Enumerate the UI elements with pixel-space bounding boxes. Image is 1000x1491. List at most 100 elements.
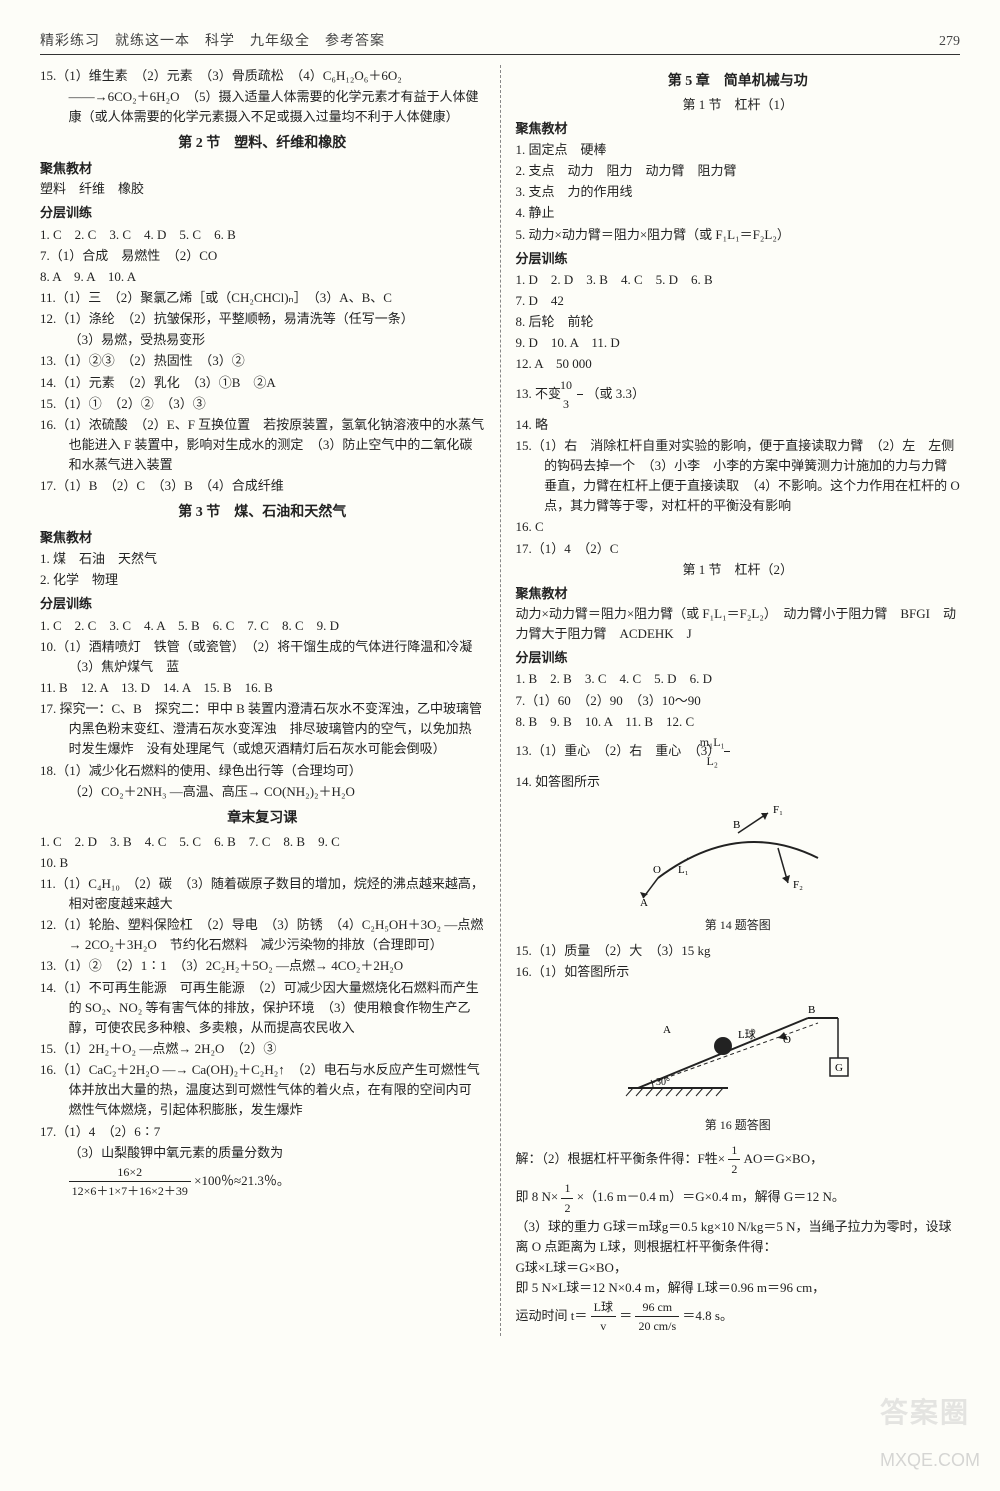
layer-hd-r: 分层训练 (516, 249, 961, 269)
p14: 14. 如答图所示 (516, 772, 961, 792)
n15: 15.（1）右 消除杠杆自重对实验的影响，便于直接读取力臂 （2）左 左侧的钩码… (516, 436, 961, 517)
svg-text:L球: L球 (738, 1027, 756, 1041)
svg-text:O: O (783, 1034, 791, 1046)
sub2: 第 1 节 杠杆（2） (516, 560, 961, 580)
svg-text:B: B (808, 1004, 815, 1016)
watermark-logo: 答案圈 (880, 1391, 970, 1431)
m10: 10.（1）酒精喷灯 铁管（或瓷管） （2）将干馏生成的气体进行降温和冷凝 （3… (40, 637, 485, 677)
focus1-hd: 聚焦教材 (40, 159, 485, 179)
sol2-pre: 解：（2）根据杠杆平衡条件得：F牲× (516, 1151, 726, 1166)
columns: 15.（1）维生素 （2）元素 （3）骨质疏松 （4）C₆H₁₂O₆＋6O₂ —… (40, 65, 960, 1336)
svg-text:G: G (835, 1062, 843, 1074)
p7: 7.（1）60 （2）90 （3）10～90 (516, 691, 961, 711)
sol3: （3）球的重力 G球＝m球g＝0.5 kg×10 N/kg＝5 N，当绳子拉力为… (516, 1217, 961, 1257)
caption-16: 第 16 题答图 (516, 1116, 961, 1135)
svg-text:A: A (640, 897, 648, 908)
r14: 14.（1）不可再生能源 可再生能源 （2）可减少因大量燃烧化石燃料而产生的 S… (40, 978, 485, 1038)
p13-den: L₂ (724, 752, 730, 771)
n14: 14. 略 (516, 415, 961, 435)
ch5-sub: 第 1 节 杠杆（1） (516, 95, 961, 115)
svg-text:F₁: F₁ (773, 804, 783, 816)
m17: 17. 探究一：C、B 探究二：甲中 B 装置内澄清石灰水不变浑浊，乙中玻璃管内… (40, 699, 485, 759)
l12: 12.（1）涤纶 （2）抗皱保形，平整顺畅，易清洗等（任写一条） (40, 309, 485, 329)
incline-diagram-svg: A B O G L球 30° (608, 988, 868, 1108)
l1: 1. C 2. C 3. C 4. D 5. C 6. B (40, 225, 485, 245)
focus1: 塑料 纤维 橡胶 (40, 179, 485, 199)
r17b: （3）山梨酸钾中氧元素的质量分数为 (40, 1143, 485, 1163)
lever-diagram-svg: O A B L₁ F₁ F₂ (628, 798, 848, 908)
svg-text:B: B (733, 819, 740, 831)
diagram-16: A B O G L球 30° 第 16 题答图 (516, 988, 961, 1135)
sol3d-den2: 20 cm/s (635, 1317, 679, 1336)
sol2b-pre: 即 8 N× (516, 1189, 559, 1204)
n12: 12. A 50 000 (516, 354, 961, 374)
r17: 17.（1）4 （2）6∶7 (40, 1122, 485, 1142)
rf1: 1. 固定点 硬棒 (516, 140, 961, 160)
right-column: 第 5 章 简单机械与功 第 1 节 杠杆（1） 聚焦教材 1. 固定点 硬棒 … (516, 65, 961, 1336)
sol2b-frac: 1 2 (561, 1179, 573, 1217)
q15: 15.（1）维生素 （2）元素 （3）骨质疏松 （4）C₆H₁₂O₆＋6O₂ (40, 66, 485, 86)
f2b: 2. 化学 物理 (40, 570, 485, 590)
sec3-title: 第 3 节 煤、石油和天然气 (40, 502, 485, 524)
ff: 动力×动力臂＝阻力×阻力臂（或 F₁L₁＝F₂L₂） 动力臂小于阻力臂 BFGI… (516, 604, 961, 644)
focus-hd-r: 聚焦教材 (516, 119, 961, 139)
l15: 15.（1）① （2）② （3）③ (40, 394, 485, 414)
q15b: ——→6CO₂＋6H₂O （5）摄入适量人体需要的化学元素才有益于人体健康（或人… (40, 87, 485, 127)
r17c: 16×2 12×6＋1×7＋16×2＋39 ×100％≈21.3％。 (40, 1163, 485, 1201)
page: 精彩练习 就练这一本 科学 九年级全 参考答案 279 15.（1）维生素 （2… (0, 0, 1000, 1491)
rf2: 2. 支点 动力 阻力 动力臂 阻力臂 (516, 161, 961, 181)
sol3d: 运动时间 t＝ L球 v ＝ 96 cm 20 cm/s ＝4.8 s。 (516, 1298, 961, 1336)
r17c-frac: 16×2 12×6＋1×7＋16×2＋39 (69, 1163, 191, 1201)
n1: 1. D 2. D 3. B 4. C 5. D 6. B (516, 270, 961, 290)
f2a: 1. 煤 石油 天然气 (40, 549, 485, 569)
svg-text:F₂: F₂ (793, 879, 803, 891)
r1: 1. C 2. D 3. B 4. C 5. C 6. B 7. C 8. B … (40, 832, 485, 852)
r17c-den: 12×6＋1×7＋16×2＋39 (69, 1182, 191, 1201)
header-title: 精彩练习 就练这一本 科学 九年级全 参考答案 (40, 30, 385, 50)
r11: 11.（1）C₄H₁₀ （2）碳 （3）随着碳原子数目的增加，烷烃的沸点越来越高… (40, 874, 485, 914)
n13-num: 10 (577, 376, 583, 396)
l11: 11.（1）三 （2）聚氯乙烯［或（CH₂CHCl)ₙ］ （3）A、B、C (40, 288, 485, 308)
m18b: （2）CO₂＋2NH₃ —高温、高压→ CO(NH₂)₂＋H₂O (40, 782, 485, 802)
diagram-14: O A B L₁ F₁ F₂ 第 14 题答图 (516, 798, 961, 935)
r10: 10. B (40, 853, 485, 873)
sol3d-pre: 运动时间 t＝ (516, 1308, 588, 1323)
caption-14: 第 14 题答图 (516, 916, 961, 935)
left-column: 15.（1）维生素 （2）元素 （3）骨质疏松 （4）C₆H₁₂O₆＋6O₂ —… (40, 65, 485, 1336)
n16: 16. C (516, 517, 961, 537)
page-number: 279 (939, 34, 960, 50)
sol3d-frac1: L球 v (591, 1298, 616, 1336)
n9: 9. D 10. A 11. D (516, 333, 961, 353)
n13-den: 3 (577, 395, 583, 414)
svg-text:L₁: L₁ (678, 864, 689, 876)
l12b: （3）易燃，受热易变形 (40, 330, 485, 350)
focus2-hd: 聚焦教材 (40, 528, 485, 548)
ch5-title: 第 5 章 简单机械与功 (516, 71, 961, 93)
sol2-num: 1 (728, 1141, 740, 1161)
header-row: 精彩练习 就练这一本 科学 九年级全 参考答案 279 (40, 30, 960, 55)
m11: 11. B 12. A 13. D 14. A 15. B 16. B (40, 678, 485, 698)
n7: 7. D 42 (516, 291, 961, 311)
m1: 1. C 2. C 3. C 4. A 5. B 6. C 7. C 8. C … (40, 616, 485, 636)
sol3d-post: ＝4.8 s。 (682, 1308, 733, 1323)
p13: 13.（1）重心 （2）右 重心 （3） m₁L₁ L₂ (516, 733, 961, 771)
sol2b-den: 2 (561, 1199, 573, 1218)
r12: 12.（1）轮胎、塑料保险杠 （2）导电 （3）防锈 （4）C₂H₅OH＋3O₂… (40, 915, 485, 955)
r17c-tail: ×100％≈21.3％。 (194, 1173, 290, 1188)
watermark-site: MXQE.COM (880, 1450, 980, 1471)
l7: 7.（1）合成 易燃性 （2）CO (40, 246, 485, 266)
l13: 13.（1）②③ （2）热固性 （3）② (40, 351, 485, 371)
layer1-hd: 分层训练 (40, 203, 485, 223)
focus2-hd-r: 聚焦教材 (516, 584, 961, 604)
n17: 17.（1）4 （2）C (516, 539, 961, 559)
sol2-frac: 1 2 (728, 1141, 740, 1179)
sol3d-num1: L球 (591, 1298, 616, 1318)
svg-text:A: A (663, 1024, 671, 1036)
r13: 13.（1）② （2）1∶1 （3）2C₂H₂＋5O₂ —点燃→ 4CO₂＋2H… (40, 956, 485, 976)
l14: 14.（1）元素 （2）乳化 （3）①B ②A (40, 373, 485, 393)
sol3d-den1: v (591, 1317, 616, 1336)
sol3d-frac2: 96 cm 20 cm/s (635, 1298, 679, 1336)
layer2-hd: 分层训练 (40, 594, 485, 614)
review-title: 章末复习课 (40, 808, 485, 830)
svg-text:30°: 30° (656, 1077, 670, 1088)
